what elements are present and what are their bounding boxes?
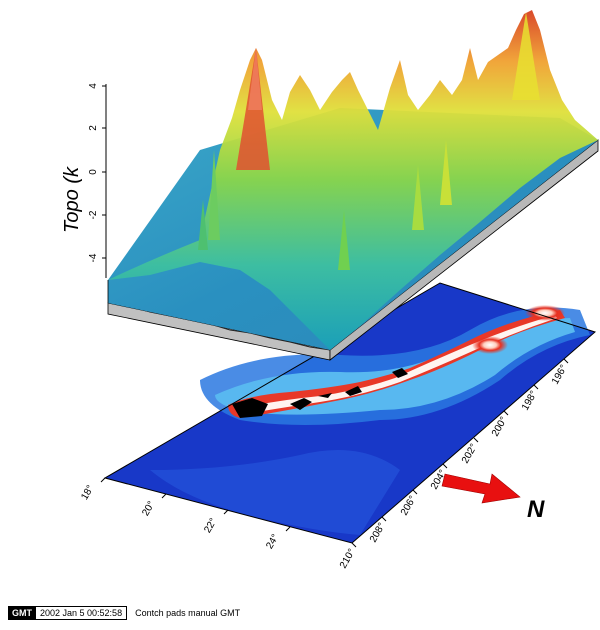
z-axis-label: Topo (k xyxy=(61,166,83,233)
gmt-timestamp: GMT 2002 Jan 5 00:52:58 Contch pads manu… xyxy=(8,606,240,620)
volcano-spike-1 xyxy=(208,150,220,240)
volcano-spike-3 xyxy=(338,210,350,270)
volcano-spike-4 xyxy=(412,165,424,230)
gmt-logo: GMT xyxy=(8,606,36,620)
ridge-mass xyxy=(108,10,598,350)
north-arrow: N xyxy=(441,473,545,523)
peak-highlight xyxy=(248,48,262,110)
volcano-spike-2 xyxy=(198,200,208,250)
perspective-surface xyxy=(107,10,599,361)
island-oahu xyxy=(345,386,362,396)
lower-shelf xyxy=(150,450,400,535)
map-figure: 18° 20° 22° 24° 210° 208° 206° 204° 202°… xyxy=(61,10,599,570)
right-axis-ticks xyxy=(351,358,569,548)
timestamp-command: Contch pads manual GMT xyxy=(135,608,241,618)
lat-tick-24: 24° xyxy=(264,532,281,551)
z-tick-0: 0 xyxy=(88,169,99,175)
island-molokai xyxy=(318,393,332,398)
z-tick-minus4: -4 xyxy=(88,253,99,262)
z-tick-4: 4 xyxy=(88,83,99,89)
lat-tick-20: 20° xyxy=(140,499,157,518)
north-arrow-icon xyxy=(441,473,521,504)
island-chain-band xyxy=(228,310,565,418)
lat-tick-22: 22° xyxy=(202,516,219,535)
z-axis: -4 -2 0 2 4 Topo (k xyxy=(61,83,107,278)
island-maui xyxy=(290,398,312,410)
hot-spot-mid xyxy=(472,336,508,354)
island-hawaii xyxy=(232,398,268,418)
north-label: N xyxy=(527,496,545,523)
hot-spot-east xyxy=(525,305,565,321)
island-kauai xyxy=(392,368,408,378)
flat-map: 18° 20° 22° 24° 210° 208° 206° 204° 202°… xyxy=(79,282,597,570)
lat-tick-18: 18° xyxy=(79,483,96,502)
volcano-spike-5 xyxy=(440,140,452,205)
timestamp-date: 2002 Jan 5 00:52:58 xyxy=(36,606,128,620)
island-chain-core xyxy=(240,315,557,414)
east-peak xyxy=(512,12,540,100)
z-tick-2: 2 xyxy=(88,125,99,131)
lon-tick-210: 210° xyxy=(338,547,358,570)
left-axis-ticks xyxy=(100,477,291,532)
z-tick-minus2: -2 xyxy=(88,210,99,219)
